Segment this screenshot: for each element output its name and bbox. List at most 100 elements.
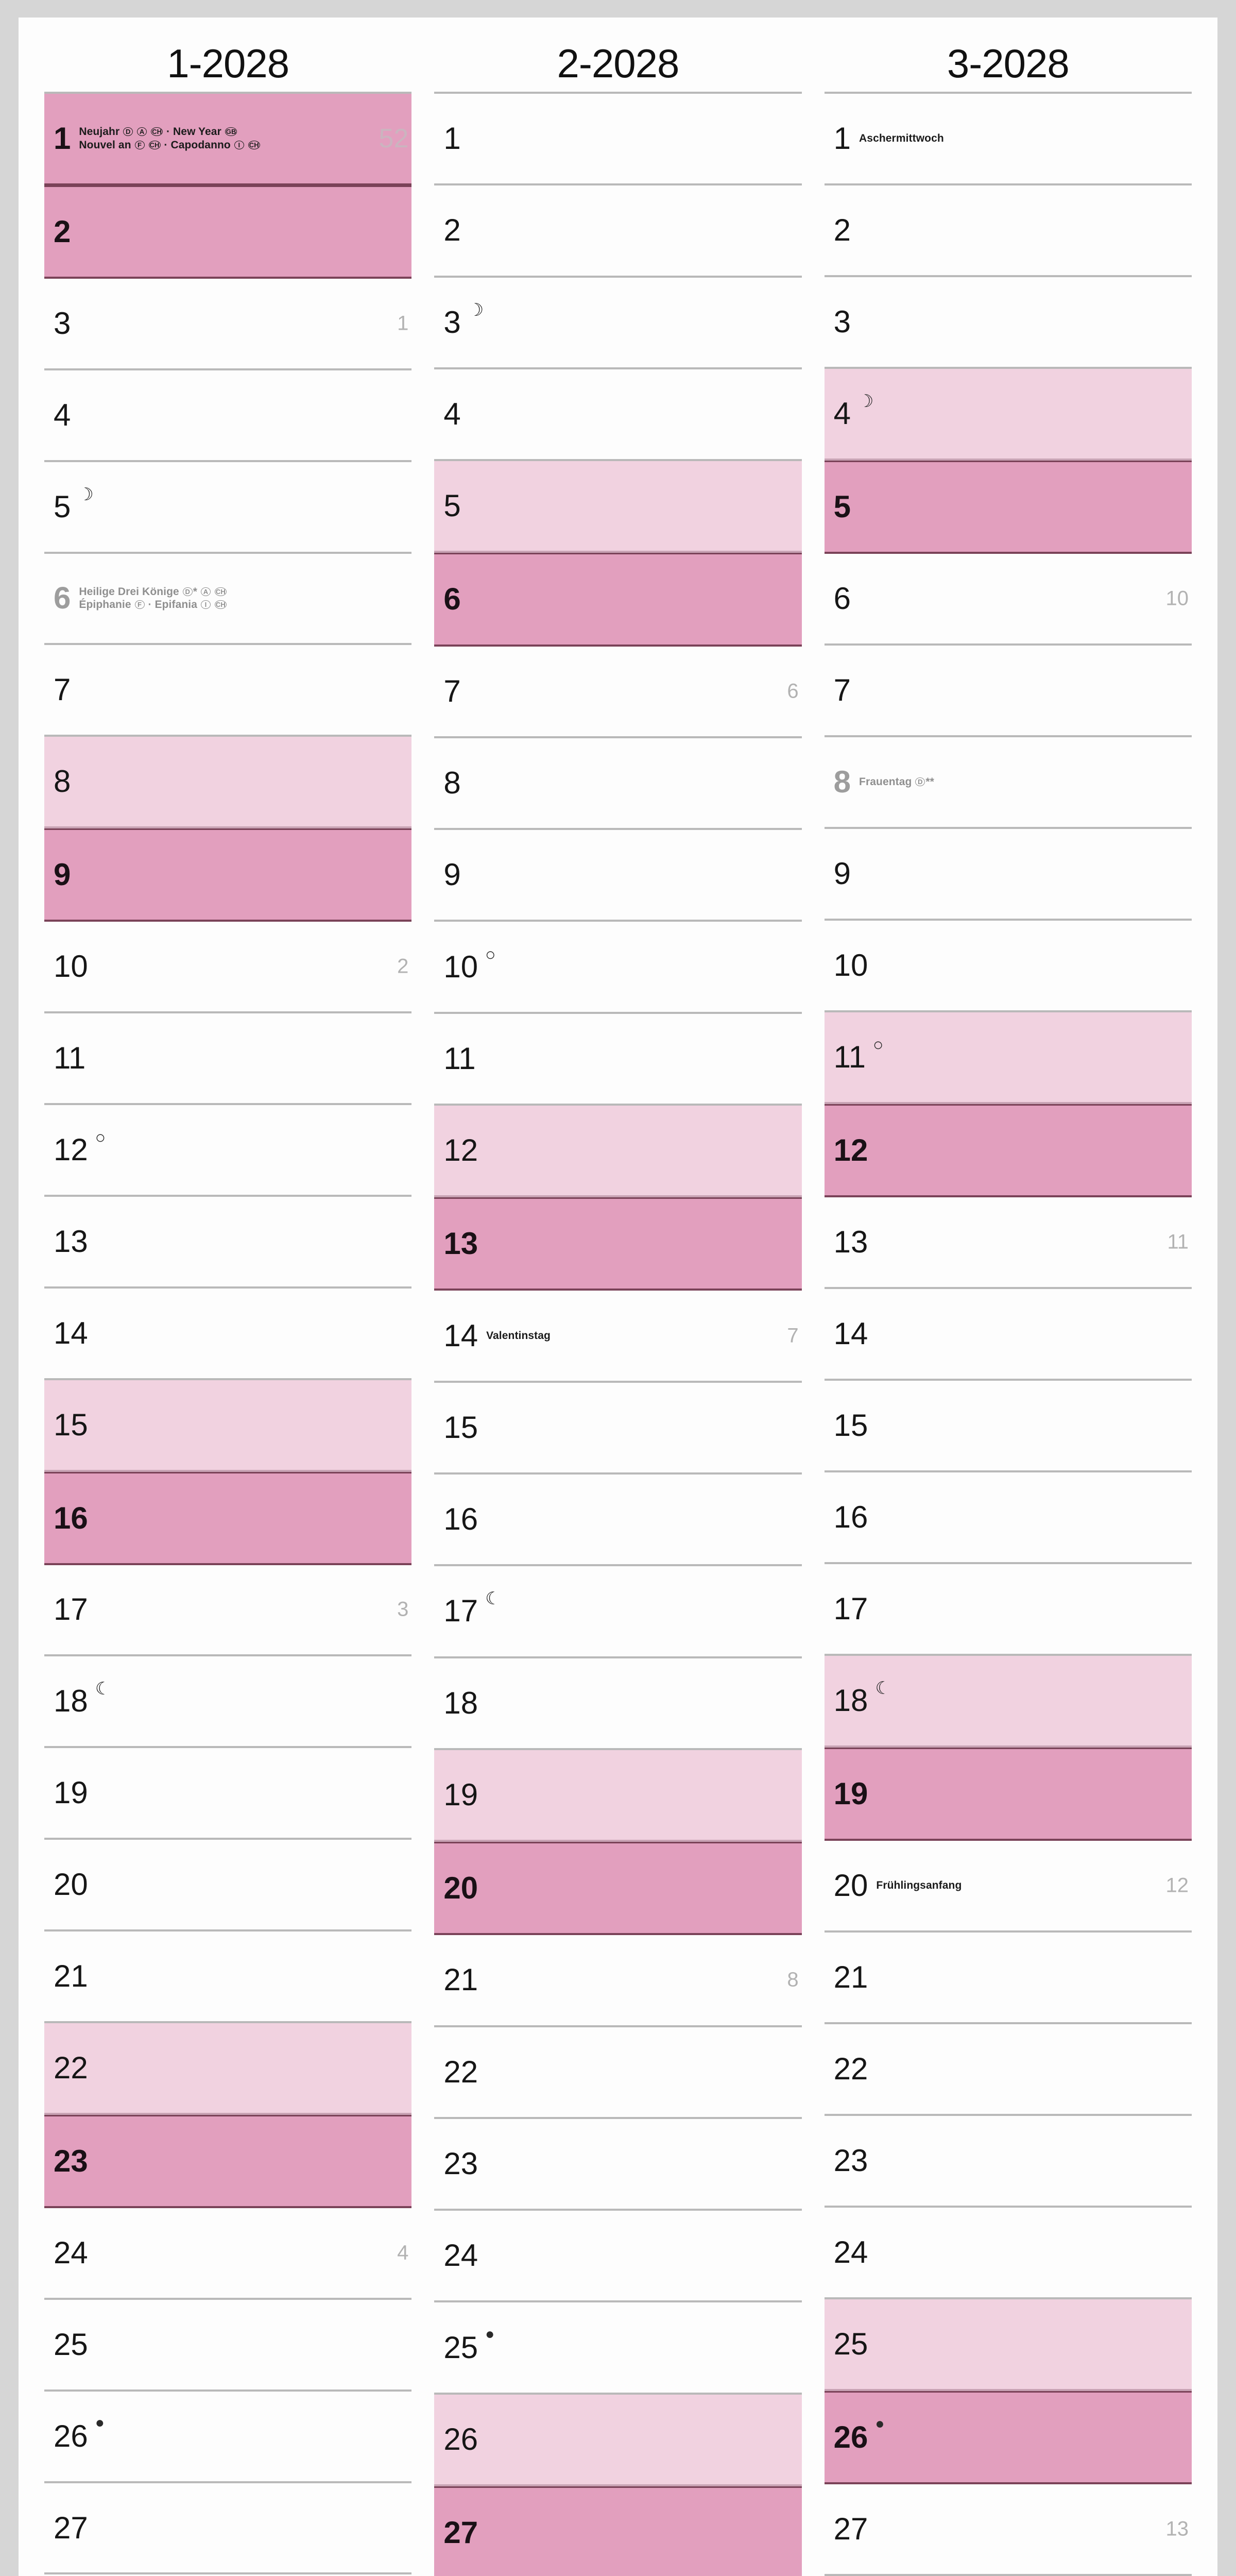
day-row[interactable]: 10 [824,921,1192,1012]
day-row[interactable]: 9 [434,830,802,922]
day-row[interactable]: 4 [434,369,802,462]
moon-first-quarter-icon: ☽ [858,392,874,411]
day-row[interactable]: 4 ☽ [824,369,1192,461]
day-row[interactable]: 16 [434,1475,802,1567]
event-line: Valentinstag [486,1329,551,1342]
day-number: 26 ● [54,2414,105,2453]
week-number: 2 [397,955,409,978]
day-row[interactable]: 26 [434,2394,802,2486]
day-row[interactable]: 21 [824,1933,1192,2024]
day-row[interactable]: 9 [44,828,412,922]
day-row[interactable]: 19 [44,1748,412,1840]
day-row[interactable]: 17 3 [44,1565,412,1657]
day-row[interactable]: 17 [824,1564,1192,1656]
day-number: 18 [443,1685,478,1720]
day-row[interactable]: 8 [44,737,412,829]
day-row[interactable]: 16 [44,1471,412,1565]
day-row[interactable]: 15 [434,1383,802,1475]
day-row[interactable]: 7 [824,646,1192,737]
country-code-badge: D [915,777,925,787]
day-row[interactable]: 9 [824,829,1192,921]
day-row[interactable]: 10 ○ [434,922,802,1014]
day-number: 13 [443,1226,478,1261]
day-row[interactable]: 16 [824,1472,1192,1564]
day-row[interactable]: 6 [434,553,802,647]
country-code-badge: GB [225,127,237,137]
day-row[interactable]: 5 [434,461,802,553]
day-row[interactable]: 24 [434,2211,802,2303]
day-row[interactable]: 11 [434,1014,802,1106]
day-row[interactable]: 26 ● [44,2392,412,2483]
day-row[interactable]: 6 Heilige Drei Könige D * A CH Épiphanie F … [44,554,412,646]
day-row[interactable]: 15 [44,1380,412,1472]
day-row[interactable]: 20 [434,1842,802,1936]
day-row[interactable]: 8 [434,738,802,831]
day-row[interactable]: 5 [824,461,1192,554]
day-number: 12 [443,1133,478,1168]
day-row[interactable]: 3 [824,277,1192,369]
day-row[interactable]: 12 [434,1105,802,1198]
day-row[interactable]: 1 Aschermittwoch [824,92,1192,185]
day-row[interactable]: 15 [824,1381,1192,1472]
moon-last-quarter-icon: ☾ [875,1679,891,1698]
day-row[interactable]: 14 Valentinstag 7 [434,1291,802,1383]
day-row[interactable]: 20 [44,1840,412,1932]
day-number: 3 ☽ [443,300,484,340]
day-number: 3 [833,304,851,339]
day-row[interactable]: 17 ☾ [434,1566,802,1658]
day-row[interactable]: 19 [824,1748,1192,1841]
day-row[interactable]: 4 [44,370,412,462]
day-row[interactable]: 22 [44,2023,412,2115]
day-row[interactable]: 25 [824,2299,1192,2391]
day-row[interactable]: 6 10 [824,554,1192,646]
day-row[interactable]: 10 2 [44,922,412,1014]
day-row[interactable]: 22 [824,2024,1192,2116]
day-number: 19 [833,1776,868,1811]
day-row[interactable]: 25 [44,2300,412,2392]
day-row[interactable]: 5 ☽ [44,462,412,554]
day-row[interactable]: 24 4 [44,2208,412,2300]
day-row[interactable]: 13 11 [824,1197,1192,1289]
day-row[interactable]: 1 Neujahr D A CH · New Year GB Nouvel an F… [44,92,412,185]
day-row[interactable]: 27 13 [824,2484,1192,2576]
day-row[interactable]: 14 [44,1289,412,1380]
day-row[interactable]: 18 ☾ [824,1656,1192,1748]
day-row[interactable]: 23 [44,2114,412,2208]
day-row[interactable]: 22 [434,2027,802,2119]
day-row[interactable]: 7 [44,645,412,737]
day-row[interactable]: 12 ○ [44,1105,412,1197]
day-number: 5 ☽ [54,484,94,524]
day-row[interactable]: 2 [44,185,412,279]
day-row[interactable]: 27 [44,2483,412,2575]
day-row[interactable]: 2 [434,185,802,278]
day-row[interactable]: 20 Frühlingsanfang 12 [824,1841,1192,1933]
day-row[interactable]: 23 [824,2116,1192,2208]
day-row[interactable]: 26 ● [824,2391,1192,2484]
day-row[interactable]: 1 [434,92,802,186]
day-row[interactable]: 24 [824,2208,1192,2299]
day-row[interactable]: 21 [44,1931,412,2024]
day-number: 26 ● [833,2415,885,2454]
day-row[interactable]: 13 [434,1197,802,1291]
day-row[interactable]: 27 [434,2486,802,2576]
day-row[interactable]: 13 [44,1197,412,1289]
day-row[interactable]: 8 Frauentag D ** [824,737,1192,829]
day-row[interactable]: 25 ● [434,2302,802,2395]
day-row[interactable]: 14 [824,1289,1192,1381]
day-row[interactable]: 19 [434,1750,802,1842]
day-row[interactable]: 11 ○ [824,1012,1192,1104]
day-number: 6 [54,581,71,616]
day-number: 15 [443,1410,478,1445]
day-row[interactable]: 18 [434,1658,802,1750]
day-row[interactable]: 23 [434,2119,802,2211]
event-line: Aschermittwoch [859,132,944,145]
day-row[interactable]: 2 [824,185,1192,277]
moon-first-quarter-icon: ☽ [468,300,484,320]
day-row[interactable]: 12 [824,1104,1192,1197]
day-row[interactable]: 11 [44,1013,412,1105]
day-row[interactable]: 18 ☾ [44,1656,412,1749]
day-row[interactable]: 21 8 [434,1935,802,2027]
day-row[interactable]: 3 ☽ [434,278,802,369]
